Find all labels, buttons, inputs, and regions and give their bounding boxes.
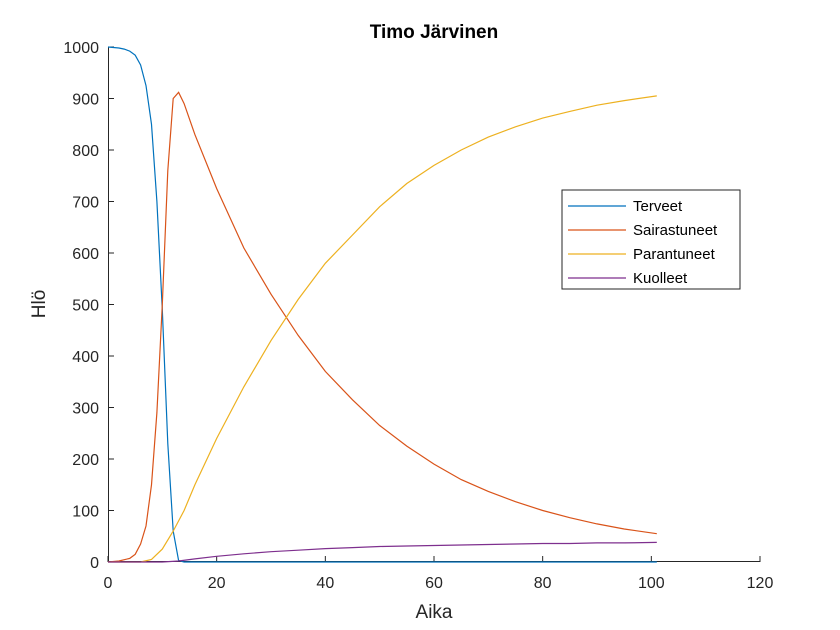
legend-label-kuolleet: Kuolleet — [633, 270, 688, 287]
x-tick-label: 80 — [534, 575, 552, 592]
x-tick-label: 60 — [425, 575, 443, 592]
y-axis-ticks: 0 100 200 300 400 500 600 700 800 900 1000 — [63, 40, 114, 572]
y-tick-label: 500 — [72, 298, 99, 315]
legend-label-terveet: Terveet — [633, 198, 683, 215]
legend-label-parantuneet: Parantuneet — [633, 246, 716, 263]
plot-area: 0 20 40 60 80 100 120 0 100 200 300 400 500 600 700 80… — [63, 40, 773, 592]
y-tick-label: 1000 — [63, 40, 99, 57]
chart-title: Timo Järvinen — [370, 22, 498, 43]
y-tick-label: 400 — [72, 349, 99, 366]
y-tick-label: 0 — [90, 555, 99, 572]
x-tick-label: 120 — [747, 575, 774, 592]
legend-label-sairastuneet: Sairastuneet — [633, 222, 718, 239]
series-line-parantuneet — [108, 95, 657, 563]
y-tick-label: 800 — [72, 143, 99, 160]
y-tick-label: 600 — [72, 246, 99, 263]
x-tick-label: 100 — [638, 575, 665, 592]
series-line-sairastuneet — [107, 91, 657, 563]
series-line-terveet — [107, 46, 657, 563]
y-tick-label: 200 — [72, 452, 99, 469]
series-line-kuolleet — [108, 541, 657, 563]
x-axis-ticks: 0 20 40 60 80 100 120 — [104, 556, 774, 592]
y-tick-label: 700 — [72, 195, 99, 212]
legend: Terveet Sairastuneet Parantuneet Kuolleet — [561, 189, 741, 290]
y-tick-label: 300 — [72, 401, 99, 418]
series-lines — [107, 46, 657, 563]
x-tick-label: 40 — [316, 575, 334, 592]
x-tick-label: 0 — [104, 575, 113, 592]
y-axis-label: Hlö — [29, 290, 50, 319]
y-tick-label: 100 — [72, 504, 99, 521]
x-tick-label: 20 — [208, 575, 226, 592]
y-tick-label: 900 — [72, 92, 99, 109]
x-axis-label: Aika — [416, 602, 453, 623]
